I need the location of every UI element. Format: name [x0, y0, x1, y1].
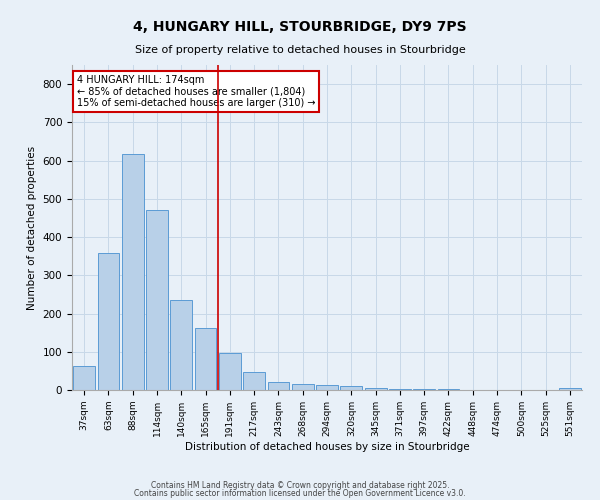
Bar: [268, 382, 289, 390]
Bar: [316, 384, 338, 390]
Bar: [437, 389, 460, 390]
Bar: [194, 328, 217, 390]
Bar: [146, 210, 168, 390]
Text: Contains HM Land Registry data © Crown copyright and database right 2025.: Contains HM Land Registry data © Crown c…: [151, 480, 449, 490]
Text: Size of property relative to detached houses in Stourbridge: Size of property relative to detached ho…: [134, 45, 466, 55]
Text: 4 HUNGARY HILL: 174sqm
← 85% of detached houses are smaller (1,804)
15% of semi-: 4 HUNGARY HILL: 174sqm ← 85% of detached…: [77, 74, 316, 108]
Text: 4, HUNGARY HILL, STOURBRIDGE, DY9 7PS: 4, HUNGARY HILL, STOURBRIDGE, DY9 7PS: [133, 20, 467, 34]
Bar: [389, 389, 411, 390]
Bar: [559, 388, 581, 390]
Bar: [340, 386, 362, 390]
Bar: [73, 366, 95, 390]
X-axis label: Distribution of detached houses by size in Stourbridge: Distribution of detached houses by size …: [185, 442, 469, 452]
Bar: [292, 384, 314, 390]
Y-axis label: Number of detached properties: Number of detached properties: [27, 146, 37, 310]
Bar: [122, 154, 143, 390]
Bar: [219, 352, 241, 390]
Bar: [97, 253, 119, 390]
Text: Contains public sector information licensed under the Open Government Licence v3: Contains public sector information licen…: [134, 489, 466, 498]
Bar: [365, 388, 386, 390]
Bar: [170, 300, 192, 390]
Bar: [413, 389, 435, 390]
Bar: [243, 372, 265, 390]
